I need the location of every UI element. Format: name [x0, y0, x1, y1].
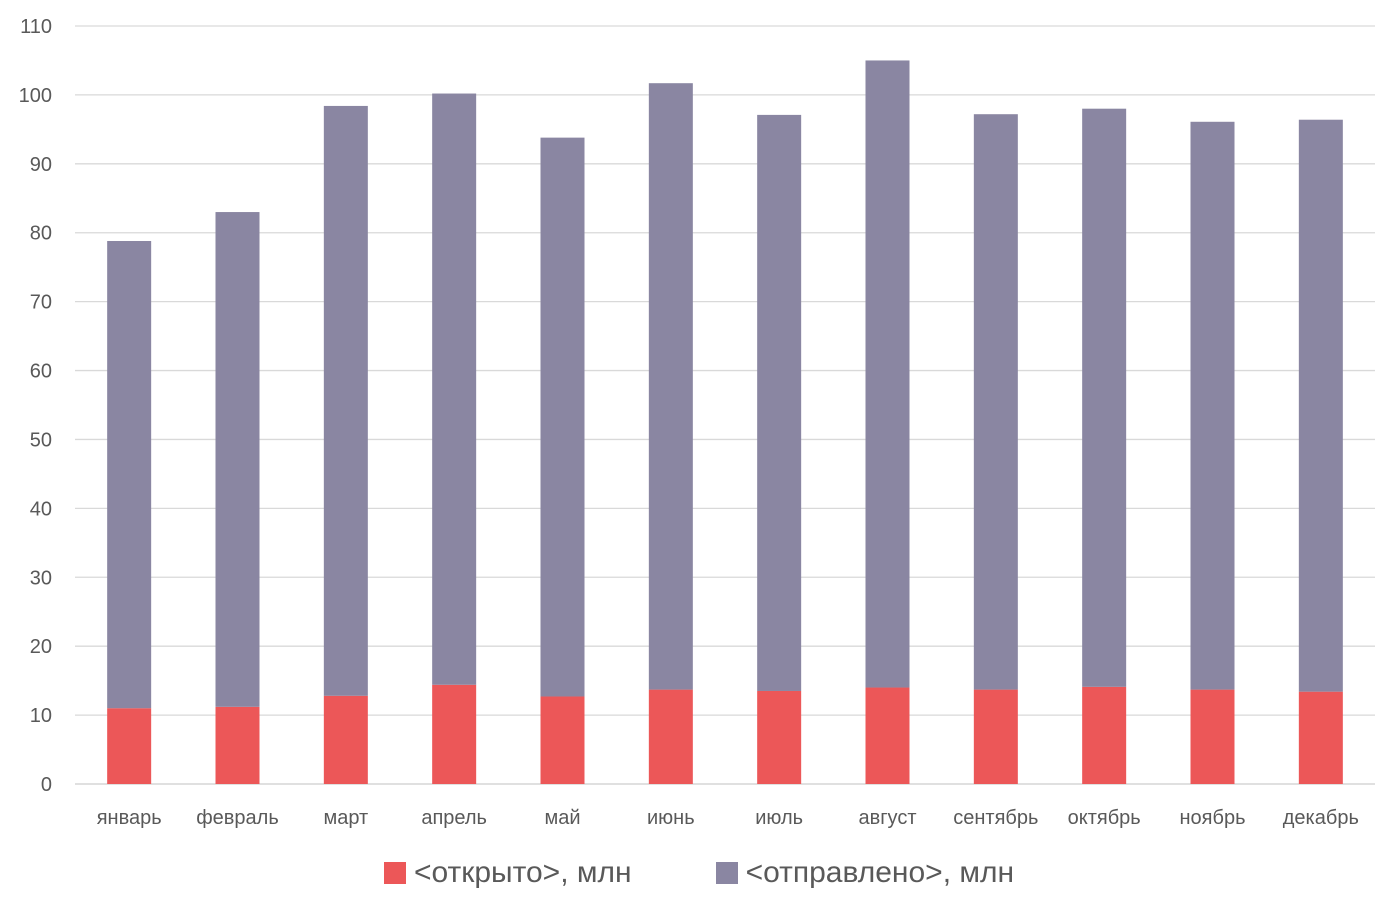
bar-opened	[215, 706, 260, 784]
y-tick-label: 60	[30, 361, 52, 383]
bar-sent	[540, 137, 585, 697]
bar-sent	[648, 83, 693, 690]
bar-sent	[1298, 119, 1343, 692]
bar-opened	[540, 696, 585, 784]
legend-swatch-opened	[383, 862, 406, 884]
bar-sent	[1082, 108, 1127, 687]
bar-sent	[215, 212, 260, 707]
bar-opened	[432, 684, 477, 784]
x-tick-label: февраль	[196, 807, 279, 829]
bar-opened	[1190, 689, 1235, 784]
stacked-bar-chart: 0 10 20 30 40 50 60 70 80 90 100 110 январь февраль м…	[19, 16, 1375, 829]
x-tick-label: март	[323, 807, 368, 829]
x-tick-label: сентябрь	[953, 807, 1038, 829]
legend-label-sent: <отправлено>, млн	[745, 856, 1015, 889]
y-tick-label: 10	[30, 705, 52, 727]
x-tick-label: июнь	[647, 807, 695, 829]
x-tick-label: апрель	[421, 807, 487, 829]
gridlines	[75, 25, 1375, 785]
bar-opened	[648, 689, 693, 784]
bar-sent	[1190, 121, 1235, 690]
bar-opened	[107, 708, 152, 784]
bar-opened	[865, 687, 910, 784]
y-tick-label: 100	[19, 85, 52, 107]
legend-label-opened: <открыто>, млн	[413, 856, 632, 889]
y-tick-label: 70	[30, 292, 52, 314]
x-tick-label: октябрь	[1068, 807, 1141, 829]
bar-opened	[1082, 686, 1127, 784]
y-tick-label: 30	[30, 567, 52, 589]
legend-swatch-sent	[715, 862, 738, 884]
bar-sent	[107, 240, 152, 709]
x-axis-ticks: январь февраль март апрель май июнь июль август…	[97, 807, 1359, 829]
bar-sent	[865, 60, 910, 688]
y-tick-label: 20	[30, 636, 52, 658]
bar-sent	[432, 93, 477, 685]
bar-opened	[757, 690, 802, 784]
legend: <открыто>, млн <отправлено>, млн	[0, 856, 1398, 890]
bar-sent	[973, 114, 1018, 690]
bar-opened	[973, 689, 1018, 784]
x-tick-label: июль	[755, 807, 803, 829]
x-tick-label: ноябрь	[1180, 807, 1246, 829]
y-tick-label: 40	[30, 498, 52, 520]
bar-sent	[757, 114, 802, 691]
y-tick-label: 90	[30, 154, 52, 176]
y-tick-label: 50	[30, 429, 52, 451]
y-tick-label: 0	[41, 774, 52, 796]
x-tick-label: май	[544, 807, 580, 829]
y-axis-ticks: 0 10 20 30 40 50 60 70 80 90 100 110	[19, 16, 52, 796]
y-tick-label: 80	[30, 223, 52, 245]
bar-sent	[323, 105, 368, 696]
y-tick-label: 110	[20, 16, 52, 38]
bar-opened	[1298, 691, 1343, 784]
legend-item-sent: <отправлено>, млн	[715, 856, 1015, 890]
bar-opened	[323, 695, 368, 784]
x-tick-label: декабрь	[1283, 807, 1359, 829]
x-tick-label: январь	[97, 807, 162, 829]
legend-item-opened: <открыто>, млн	[383, 856, 632, 890]
bars	[107, 60, 1343, 784]
x-tick-label: август	[859, 807, 917, 829]
